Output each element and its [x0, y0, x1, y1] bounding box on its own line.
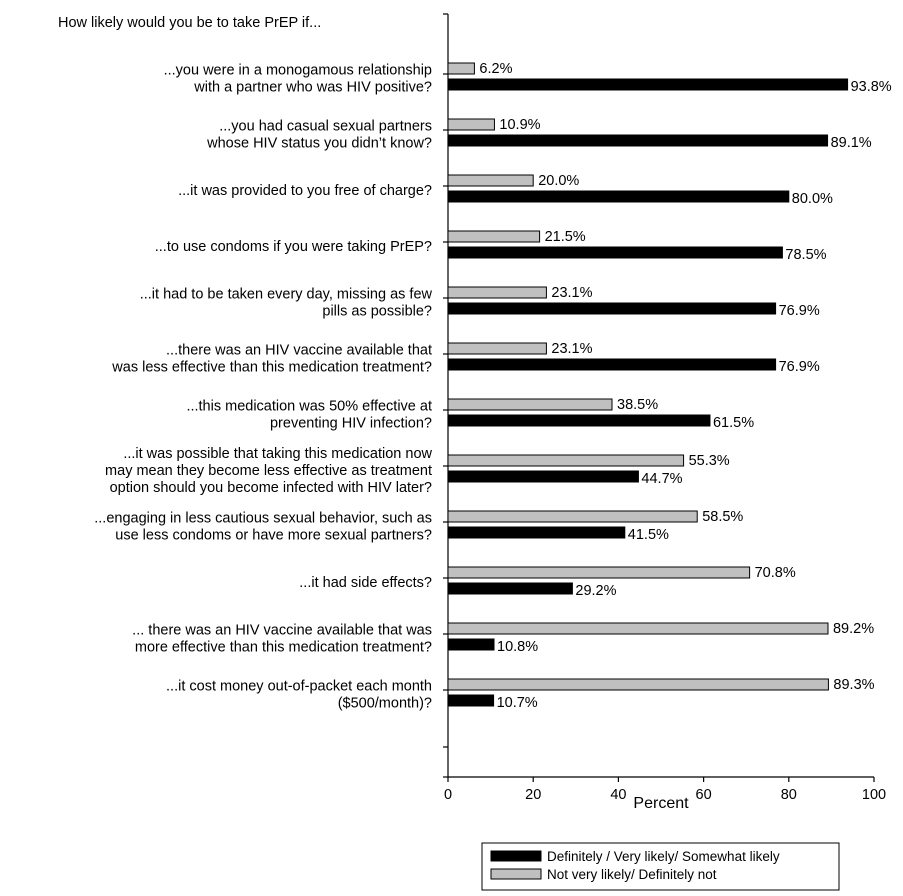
bar-likely — [447, 358, 777, 371]
legend: Definitely / Very likely/ Somewhat likel… — [481, 842, 840, 891]
value-label-not-likely: 20.0% — [538, 173, 579, 189]
value-label-not-likely: 89.3% — [833, 677, 874, 693]
bar-not-likely — [447, 622, 829, 635]
bar-not-likely — [447, 230, 541, 243]
legend-label: Not very likely/ Definitely not — [547, 867, 717, 882]
category-label: use less condoms or have more sexual par… — [115, 528, 432, 544]
category-label: ...there was an HIV vaccine available th… — [166, 343, 432, 359]
category-label: ...it had side effects? — [299, 575, 432, 591]
value-label-not-likely: 70.8% — [755, 565, 796, 581]
category-label: ...engaging in less cautious sexual beha… — [94, 511, 432, 527]
category-label: whose HIV status you didn’t know? — [206, 136, 432, 152]
x-tick-label: 60 — [696, 787, 712, 803]
value-label-likely: 93.8% — [851, 79, 892, 95]
value-label-not-likely: 23.1% — [551, 341, 592, 357]
bar-likely — [447, 246, 783, 259]
category-label: ...to use condoms if you were taking PrE… — [155, 239, 432, 255]
value-label-not-likely: 89.2% — [833, 621, 874, 637]
category-label: ...you had casual sexual partners — [219, 119, 432, 135]
category-label: ...it was provided to you free of charge… — [178, 183, 432, 199]
value-label-likely: 29.2% — [575, 583, 616, 599]
value-label-not-likely: 10.9% — [499, 117, 540, 133]
bar-likely — [447, 526, 626, 539]
value-label-not-likely: 58.5% — [702, 509, 743, 525]
x-axis-title: Percent — [633, 795, 689, 812]
value-label-likely: 76.9% — [779, 359, 820, 375]
bar-not-likely — [447, 286, 547, 299]
value-label-not-likely: 55.3% — [689, 453, 730, 469]
category-label: option should you become infected with H… — [110, 480, 432, 496]
x-tick-label: 80 — [781, 787, 797, 803]
bar-likely — [447, 694, 495, 707]
category-label: ...it had to be taken every day, missing… — [140, 287, 433, 303]
bar-not-likely — [447, 118, 495, 131]
value-label-likely: 78.5% — [785, 247, 826, 263]
x-tick-label: 100 — [862, 787, 886, 803]
value-label-likely: 80.0% — [792, 191, 833, 207]
bar-not-likely — [447, 454, 685, 467]
value-label-not-likely: 38.5% — [617, 397, 658, 413]
value-label-not-likely: 21.5% — [545, 229, 586, 245]
bar-likely — [447, 470, 639, 483]
bar-likely — [447, 190, 790, 203]
category-label: may mean they become less effective as t… — [105, 463, 432, 479]
category-label: ... there was an HIV vaccine available t… — [132, 623, 432, 639]
x-tick-label: 40 — [610, 787, 626, 803]
category-label: pills as possible? — [322, 304, 432, 320]
bar-likely — [447, 638, 495, 651]
value-label-not-likely: 6.2% — [479, 61, 512, 77]
bar-not-likely — [447, 174, 534, 187]
bar-likely — [447, 302, 777, 315]
bar-likely — [447, 78, 849, 91]
category-label: ...you were in a monogamous relationship — [164, 63, 432, 79]
bar-likely — [447, 582, 573, 595]
category-label: preventing HIV infection? — [270, 416, 432, 432]
bar-not-likely — [447, 510, 698, 523]
value-label-likely: 76.9% — [779, 303, 820, 319]
legend-label: Definitely / Very likely/ Somewhat likel… — [547, 849, 780, 864]
category-label: ($500/month)? — [338, 696, 432, 712]
x-tick-label: 0 — [444, 787, 452, 803]
value-label-likely: 61.5% — [713, 415, 754, 431]
bar-not-likely — [447, 566, 751, 579]
value-label-likely: 44.7% — [641, 471, 682, 487]
legend-swatch — [490, 850, 542, 862]
category-label: with a partner who was HIV positive? — [193, 80, 432, 96]
chart-title: How likely would you be to take PrEP if.… — [58, 15, 321, 31]
bar-not-likely — [447, 398, 613, 411]
category-label: more effective than this medication trea… — [135, 640, 432, 656]
value-label-likely: 89.1% — [831, 135, 872, 151]
bar-likely — [447, 134, 829, 147]
category-label: ...this medication was 50% effective at — [186, 399, 432, 415]
x-tick-label: 20 — [525, 787, 541, 803]
category-label: was less effective than this medication … — [111, 360, 432, 376]
legend-swatch — [490, 868, 542, 880]
value-label-likely: 10.8% — [497, 639, 538, 655]
value-label-likely: 10.7% — [497, 695, 538, 711]
bar-not-likely — [447, 62, 475, 75]
value-label-likely: 41.5% — [628, 527, 669, 543]
bar-likely — [447, 414, 711, 427]
bar-not-likely — [447, 678, 829, 691]
plot-area: 0 20 40 60 80 100 6.2% 93.8% ...you were in a mo… — [94, 13, 892, 803]
value-label-not-likely: 23.1% — [551, 285, 592, 301]
bar-not-likely — [447, 342, 547, 355]
category-label: ...it was possible that taking this medi… — [123, 446, 432, 462]
category-label: ...it cost money out-of-packet each mont… — [166, 679, 432, 695]
